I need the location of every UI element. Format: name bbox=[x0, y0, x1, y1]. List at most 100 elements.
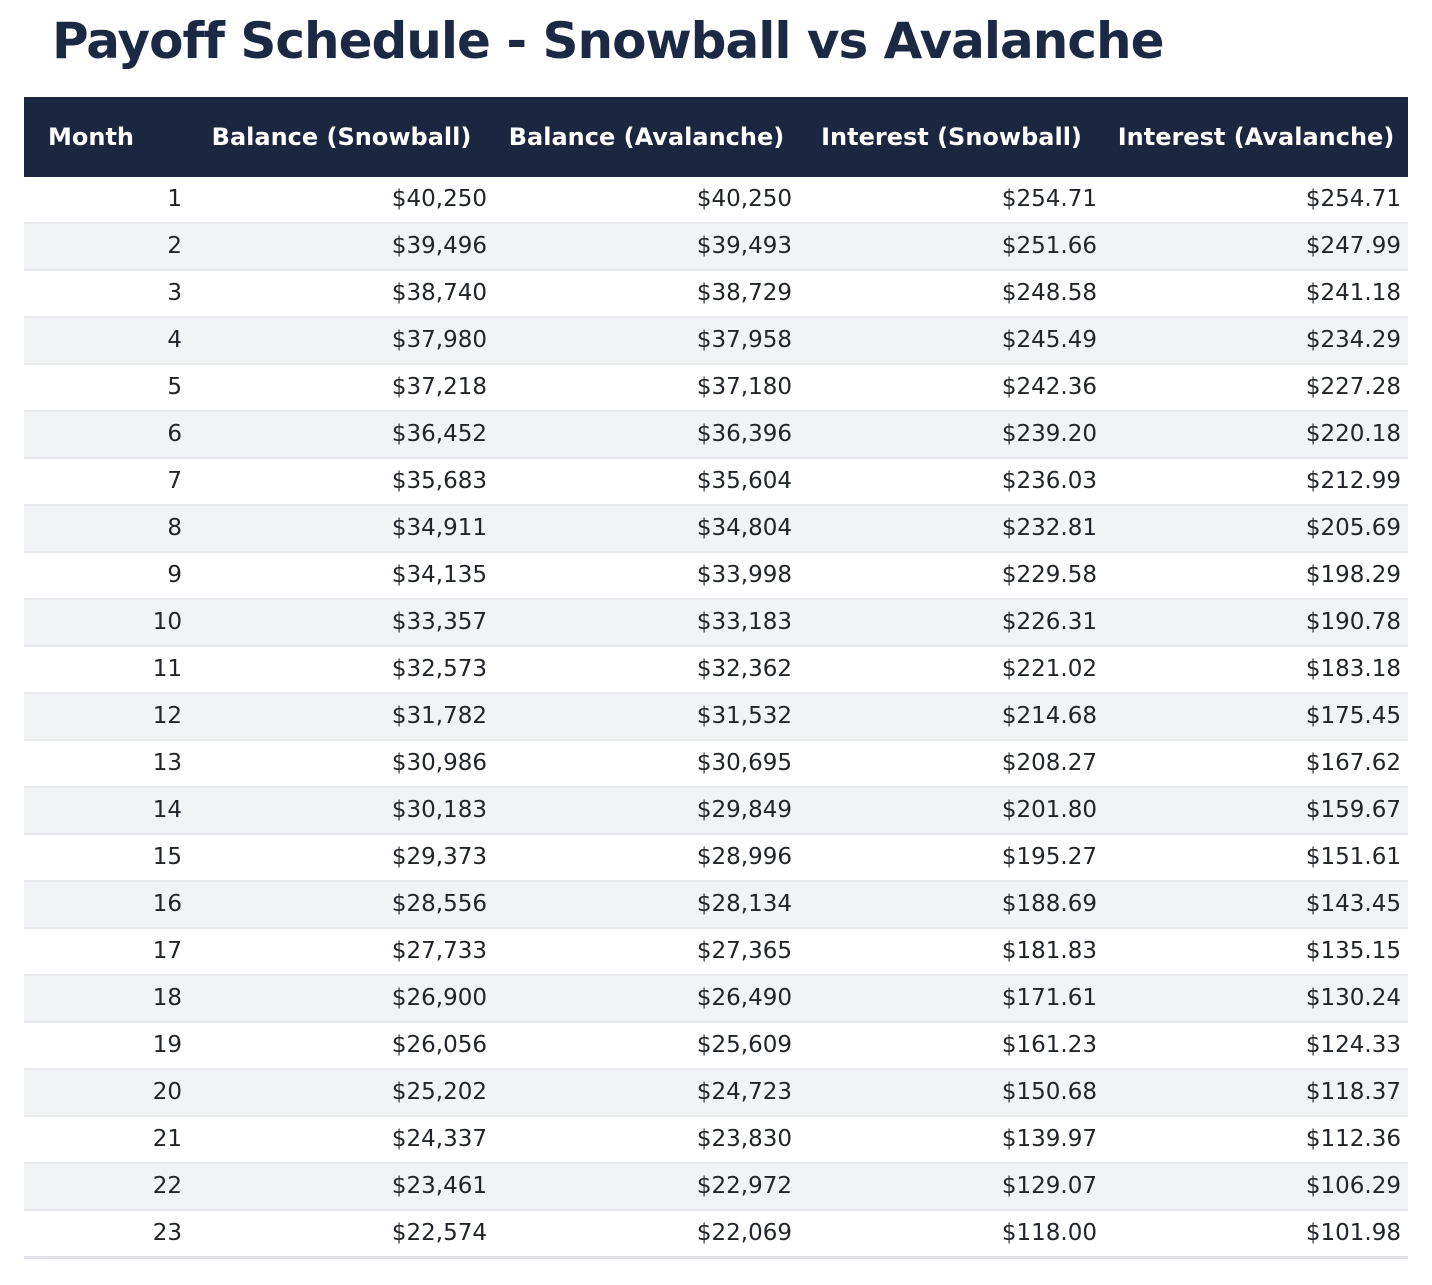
cell-month: 22 bbox=[24, 1162, 189, 1211]
cell-month: 5 bbox=[24, 363, 189, 412]
cell-month: 20 bbox=[24, 1068, 189, 1117]
cell-month: 8 bbox=[24, 504, 189, 553]
cell-interest-avalanche: $198.29 bbox=[1104, 551, 1408, 600]
cell-balance-snowball: $37,218 bbox=[189, 363, 494, 412]
cell-interest-avalanche: $143.45 bbox=[1104, 880, 1408, 929]
cell-interest-avalanche: $159.67 bbox=[1104, 786, 1408, 835]
cell-interest-snowball: $254.71 bbox=[799, 176, 1104, 224]
table-row: 13 $30,986 $30,695 $208.27 $167.62 bbox=[24, 739, 1408, 788]
cell-interest-snowball: $232.81 bbox=[799, 504, 1104, 553]
table-header-row: Month Balance (Snowball) Balance (Avalan… bbox=[24, 96, 1408, 177]
cell-balance-avalanche: $22,069 bbox=[494, 1209, 799, 1259]
table-row: 7 $35,683 $35,604 $236.03 $212.99 bbox=[24, 457, 1408, 506]
cell-balance-snowball: $22,574 bbox=[189, 1209, 494, 1259]
cell-interest-avalanche: $212.99 bbox=[1104, 457, 1408, 506]
cell-balance-avalanche: $36,396 bbox=[494, 410, 799, 459]
table-row: 3 $38,740 $38,729 $248.58 $241.18 bbox=[24, 269, 1408, 318]
cell-interest-avalanche: $241.18 bbox=[1104, 269, 1408, 318]
cell-balance-snowball: $27,733 bbox=[189, 927, 494, 976]
cell-month: 18 bbox=[24, 974, 189, 1023]
cell-balance-avalanche: $31,532 bbox=[494, 692, 799, 741]
cell-interest-avalanche: $151.61 bbox=[1104, 833, 1408, 882]
cell-balance-snowball: $30,183 bbox=[189, 786, 494, 835]
cell-balance-snowball: $40,250 bbox=[189, 176, 494, 224]
cell-interest-avalanche: $106.29 bbox=[1104, 1162, 1408, 1211]
cell-balance-avalanche: $32,362 bbox=[494, 645, 799, 694]
cell-interest-snowball: $201.80 bbox=[799, 786, 1104, 835]
cell-balance-avalanche: $37,958 bbox=[494, 316, 799, 365]
cell-interest-snowball: $214.68 bbox=[799, 692, 1104, 741]
cell-balance-avalanche: $22,972 bbox=[494, 1162, 799, 1211]
cell-month: 3 bbox=[24, 269, 189, 318]
cell-balance-avalanche: $24,723 bbox=[494, 1068, 799, 1117]
table-row: 1 $40,250 $40,250 $254.71 $254.71 bbox=[24, 176, 1408, 224]
cell-month: 13 bbox=[24, 739, 189, 788]
cell-month: 10 bbox=[24, 598, 189, 647]
cell-interest-avalanche: $247.99 bbox=[1104, 222, 1408, 271]
cell-interest-snowball: $245.49 bbox=[799, 316, 1104, 365]
cell-month: 9 bbox=[24, 551, 189, 600]
cell-balance-snowball: $36,452 bbox=[189, 410, 494, 459]
cell-balance-avalanche: $28,996 bbox=[494, 833, 799, 882]
cell-interest-snowball: $150.68 bbox=[799, 1068, 1104, 1117]
table-row: 5 $37,218 $37,180 $242.36 $227.28 bbox=[24, 363, 1408, 412]
cell-interest-snowball: $239.20 bbox=[799, 410, 1104, 459]
cell-interest-avalanche: $118.37 bbox=[1104, 1068, 1408, 1117]
cell-interest-snowball: $229.58 bbox=[799, 551, 1104, 600]
cell-balance-avalanche: $38,729 bbox=[494, 269, 799, 318]
cell-month: 17 bbox=[24, 927, 189, 976]
cell-month: 16 bbox=[24, 880, 189, 929]
cell-balance-snowball: $34,911 bbox=[189, 504, 494, 553]
cell-month: 15 bbox=[24, 833, 189, 882]
table-row: 22 $23,461 $22,972 $129.07 $106.29 bbox=[24, 1162, 1408, 1211]
page-title: Payoff Schedule - Snowball vs Avalanche bbox=[52, 12, 1165, 70]
cell-interest-avalanche: $220.18 bbox=[1104, 410, 1408, 459]
cell-balance-avalanche: $30,695 bbox=[494, 739, 799, 788]
cell-interest-snowball: $181.83 bbox=[799, 927, 1104, 976]
table-row: 9 $34,135 $33,998 $229.58 $198.29 bbox=[24, 551, 1408, 600]
cell-interest-avalanche: $135.15 bbox=[1104, 927, 1408, 976]
cell-interest-snowball: $221.02 bbox=[799, 645, 1104, 694]
cell-balance-avalanche: $29,849 bbox=[494, 786, 799, 835]
table-body: 1 $40,250 $40,250 $254.71 $254.71 2 $39,496 $39… bbox=[24, 176, 1408, 1259]
table-row: 15 $29,373 $28,996 $195.27 $151.61 bbox=[24, 833, 1408, 882]
cell-balance-avalanche: $25,609 bbox=[494, 1021, 799, 1070]
cell-interest-avalanche: $167.62 bbox=[1104, 739, 1408, 788]
cell-interest-snowball: $226.31 bbox=[799, 598, 1104, 647]
cell-interest-avalanche: $124.33 bbox=[1104, 1021, 1408, 1070]
table-row: 16 $28,556 $28,134 $188.69 $143.45 bbox=[24, 880, 1408, 929]
cell-balance-snowball: $26,056 bbox=[189, 1021, 494, 1070]
cell-balance-snowball: $30,986 bbox=[189, 739, 494, 788]
cell-interest-snowball: $161.23 bbox=[799, 1021, 1104, 1070]
table-row: 18 $26,900 $26,490 $171.61 $130.24 bbox=[24, 974, 1408, 1023]
cell-interest-avalanche: $254.71 bbox=[1104, 176, 1408, 224]
cell-balance-avalanche: $26,490 bbox=[494, 974, 799, 1023]
cell-interest-avalanche: $234.29 bbox=[1104, 316, 1408, 365]
cell-interest-snowball: $195.27 bbox=[799, 833, 1104, 882]
cell-interest-avalanche: $112.36 bbox=[1104, 1115, 1408, 1164]
cell-balance-avalanche: $34,804 bbox=[494, 504, 799, 553]
cell-month: 12 bbox=[24, 692, 189, 741]
table-row: 17 $27,733 $27,365 $181.83 $135.15 bbox=[24, 927, 1408, 976]
payoff-schedule-table: Month Balance (Snowball) Balance (Avalan… bbox=[24, 96, 1408, 1259]
cell-balance-snowball: $32,573 bbox=[189, 645, 494, 694]
cell-interest-snowball: $118.00 bbox=[799, 1209, 1104, 1259]
cell-balance-avalanche: $23,830 bbox=[494, 1115, 799, 1164]
cell-interest-snowball: $188.69 bbox=[799, 880, 1104, 929]
cell-balance-avalanche: $37,180 bbox=[494, 363, 799, 412]
cell-interest-snowball: $251.66 bbox=[799, 222, 1104, 271]
cell-month: 19 bbox=[24, 1021, 189, 1070]
table-row: 8 $34,911 $34,804 $232.81 $205.69 bbox=[24, 504, 1408, 553]
cell-balance-snowball: $35,683 bbox=[189, 457, 494, 506]
cell-interest-avalanche: $175.45 bbox=[1104, 692, 1408, 741]
cell-month: 6 bbox=[24, 410, 189, 459]
cell-month: 7 bbox=[24, 457, 189, 506]
cell-balance-avalanche: $33,998 bbox=[494, 551, 799, 600]
cell-balance-snowball: $24,337 bbox=[189, 1115, 494, 1164]
cell-balance-snowball: $23,461 bbox=[189, 1162, 494, 1211]
table-row: 2 $39,496 $39,493 $251.66 $247.99 bbox=[24, 222, 1408, 271]
cell-month: 23 bbox=[24, 1209, 189, 1259]
cell-balance-avalanche: $33,183 bbox=[494, 598, 799, 647]
table-row: 12 $31,782 $31,532 $214.68 $175.45 bbox=[24, 692, 1408, 741]
cell-interest-snowball: $236.03 bbox=[799, 457, 1104, 506]
